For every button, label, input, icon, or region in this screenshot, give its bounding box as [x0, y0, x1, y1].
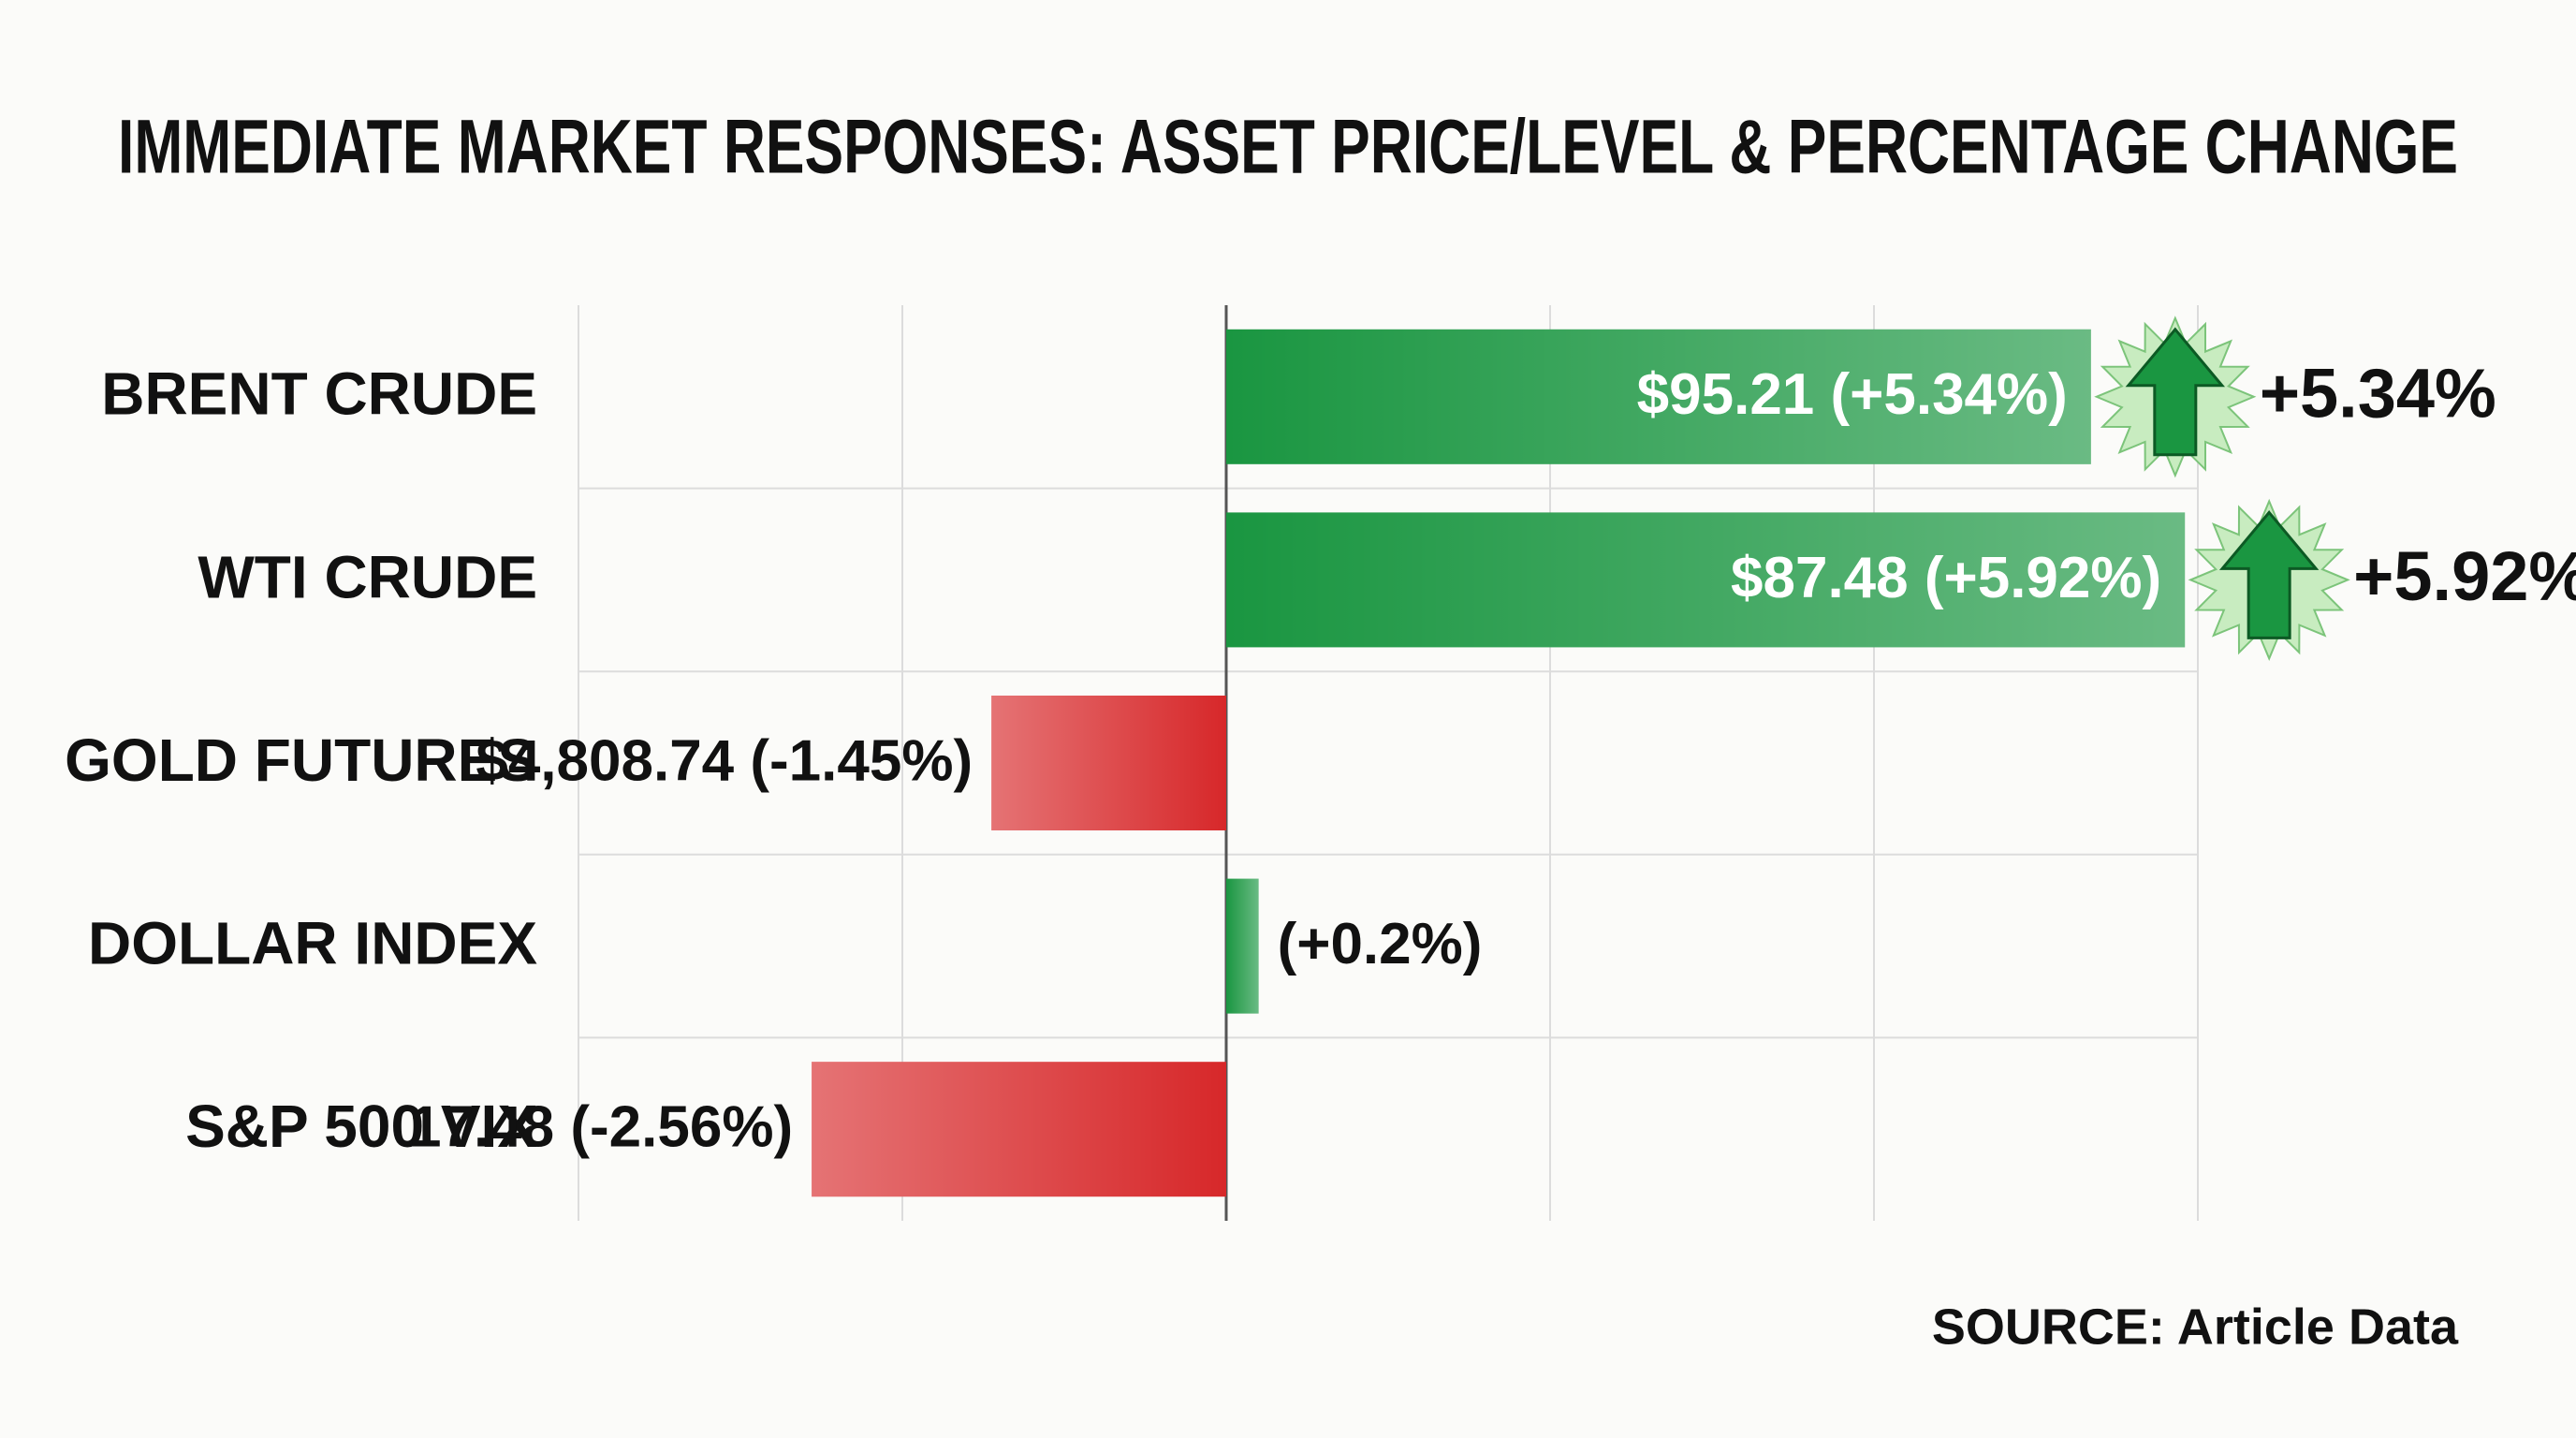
bar-sheen [991, 696, 1226, 830]
category-label: WTI CRUDE [198, 543, 537, 610]
value-label: (+0.2%) [1278, 912, 1483, 976]
chart-title: IMMEDIATE MARKET RESPONSES: ASSET PRICE/… [118, 105, 2458, 190]
category-label: GOLD FUTURES [65, 726, 537, 794]
bar-sheen [1226, 512, 2186, 648]
change-label: +5.92% [2353, 537, 2576, 615]
category-label: BRENT CRUDE [101, 360, 537, 428]
category-label: S&P 500 VIX [185, 1093, 537, 1160]
value-label: 17.48 (-2.56%) [409, 1095, 793, 1160]
arrow [2125, 327, 2226, 457]
value-label: $87.48 (+5.92%) [1731, 546, 2161, 610]
category-label: DOLLAR INDEX [88, 910, 537, 977]
bar-sheen [1226, 329, 2091, 464]
up-arrow-icon [2094, 315, 2257, 478]
arrow [2218, 510, 2320, 639]
bar-sheen [1226, 878, 1259, 1014]
change-label: +5.34% [2260, 354, 2496, 432]
bar-sheen [812, 1062, 1227, 1197]
up-arrow-icon [2188, 498, 2350, 661]
value-label: $95.21 (+5.34%) [1637, 362, 2068, 427]
source-note: SOURCE: Article Data [1932, 1299, 2459, 1355]
value-label: $4,808.74 (-1.45%) [476, 728, 973, 793]
